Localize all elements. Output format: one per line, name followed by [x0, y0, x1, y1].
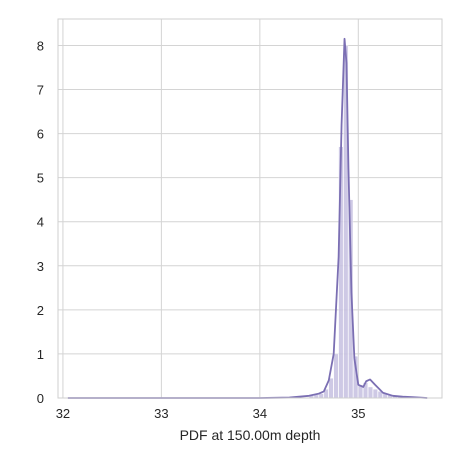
- axes-frame: [57, 18, 443, 399]
- histogram-bar: [372, 388, 378, 399]
- y-tick-label: 0: [37, 391, 44, 406]
- histogram-bar: [367, 386, 373, 399]
- grid-lines: [58, 19, 442, 399]
- kde-line: [67, 37, 428, 399]
- y-tick-label: 3: [37, 259, 44, 274]
- kde-curve: [67, 37, 428, 399]
- histogram-bar: [333, 353, 339, 399]
- y-tick-label: 2: [37, 303, 44, 318]
- x-tick-label: 35: [351, 406, 365, 421]
- x-axis-label: PDF at 150.00m depth: [180, 427, 321, 443]
- y-tick-label: 7: [37, 83, 44, 98]
- y-tick-label: 8: [37, 38, 44, 53]
- y-tick-label: 6: [37, 127, 44, 142]
- histogram-bar: [328, 377, 334, 399]
- x-tick-label: 32: [56, 406, 70, 421]
- y-tick-label: 1: [37, 347, 44, 362]
- y-tick-label: 5: [37, 171, 44, 186]
- y-tick-label: 4: [37, 215, 44, 230]
- x-tick-label: 34: [253, 406, 267, 421]
- x-tick-label: 33: [154, 406, 168, 421]
